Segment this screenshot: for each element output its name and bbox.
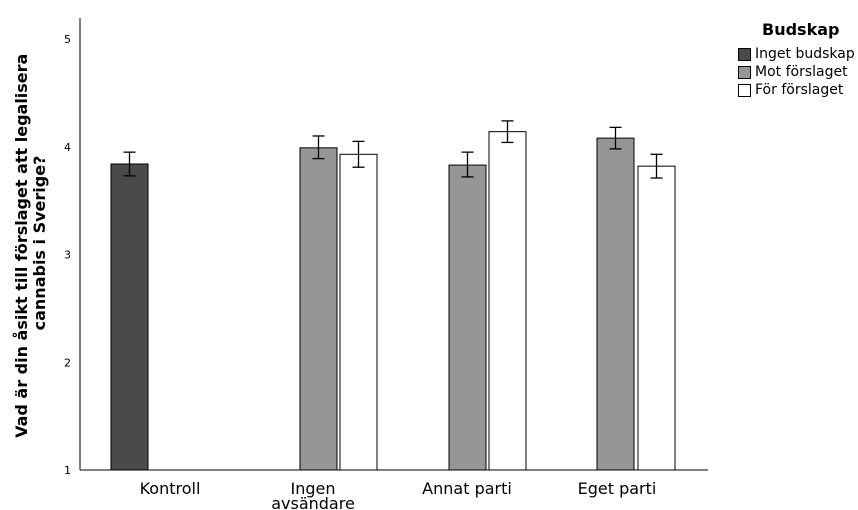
x-category-labels: Kontroll Ingen avsändare Annat parti Eget pa…	[140, 479, 657, 510]
y-ticks: 1 2 3 4 5	[64, 33, 71, 477]
error-bar	[312, 135, 325, 160]
error-bar	[650, 153, 663, 179]
legend-swatch-mot-forslaget	[738, 65, 751, 79]
error-bar	[123, 151, 136, 177]
legend-title: Budskap	[762, 20, 840, 39]
legend-label-for-forslaget: För förslaget	[755, 82, 844, 98]
x-category-label: Eget parti	[578, 479, 657, 498]
x-category-label: Kontroll	[140, 479, 201, 498]
bar	[448, 164, 487, 471]
error-bars-layer	[123, 120, 663, 179]
bar	[637, 165, 676, 471]
legend-label-inget-budskap: Inget budskap	[755, 46, 855, 62]
legend-label-mot-forslaget: Mot förslaget	[755, 64, 848, 80]
x-category-label: Annat parti	[422, 479, 512, 498]
x-category-label-line: avsändare	[271, 494, 355, 510]
error-bar	[352, 140, 365, 168]
bar	[299, 147, 338, 471]
error-bar	[609, 126, 622, 150]
bar	[339, 153, 378, 471]
legend-item-inget-budskap: Inget budskap	[738, 45, 855, 63]
y-tick-label: 2	[64, 356, 71, 369]
x-category-label-line: Ingen	[291, 479, 336, 498]
x-category-label: Ingen avsändare	[271, 479, 355, 510]
bar	[596, 137, 635, 471]
y-tick-label: 1	[64, 464, 71, 477]
y-axis-label-line-1: Vad är din åsikt till förslaget att lega…	[12, 54, 31, 438]
x-category-label-line: Annat parti	[422, 479, 512, 498]
y-tick-label: 3	[64, 249, 71, 262]
legend-swatch-inget-budskap	[738, 47, 751, 61]
error-bar	[501, 120, 514, 144]
y-tick-label: 4	[64, 141, 71, 154]
y-tick-label: 5	[64, 33, 71, 46]
bar	[110, 163, 149, 471]
error-bar	[461, 151, 474, 178]
bar	[488, 131, 527, 471]
legend-swatch-for-forslaget	[738, 83, 751, 97]
legend-item-mot-forslaget: Mot förslaget	[738, 63, 855, 81]
x-category-label-line: Eget parti	[578, 479, 657, 498]
x-category-label-line: Kontroll	[140, 479, 201, 498]
legend-item-for-forslaget: För förslaget	[738, 81, 855, 99]
legend: Budskap Inget budskap Mot förslaget För …	[738, 20, 855, 99]
y-axis-label-line-2: cannabis i Sverige?	[30, 156, 49, 331]
bars-layer	[110, 131, 676, 471]
y-axis-label: Vad är din åsikt till förslaget att lega…	[12, 48, 49, 438]
